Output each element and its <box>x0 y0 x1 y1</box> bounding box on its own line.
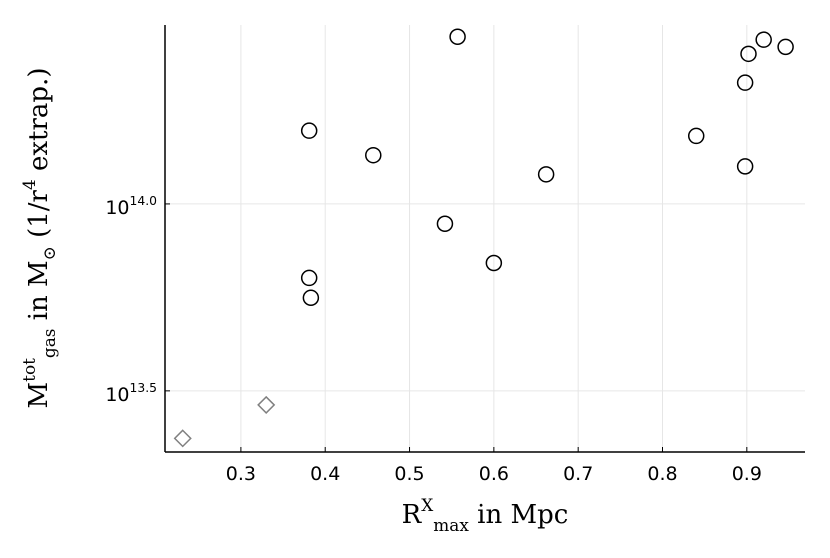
point <box>173 429 192 448</box>
point <box>736 158 754 175</box>
point <box>302 289 320 307</box>
point <box>300 122 318 139</box>
point <box>485 254 503 272</box>
point <box>755 31 772 48</box>
point <box>736 74 754 91</box>
x-tick-label: 0.4 <box>310 463 340 485</box>
point <box>777 38 794 56</box>
point <box>449 28 466 45</box>
x-tick-label: 0.5 <box>394 463 424 485</box>
point <box>300 269 318 287</box>
point <box>436 215 454 233</box>
x-axis-label: RXmax in Mpc <box>402 495 569 535</box>
point <box>365 146 382 164</box>
x-tick-label: 0.9 <box>732 463 762 485</box>
point <box>687 127 705 145</box>
y-tick-label: 1014.0 <box>105 193 157 218</box>
point <box>537 166 555 183</box>
y-axis-label: Mtotgas in M⊙ (1/r4 extrap.) <box>19 68 59 409</box>
point <box>257 395 276 414</box>
x-tick-label: 0.7 <box>563 463 593 485</box>
x-tick-label: 0.3 <box>226 463 256 485</box>
point <box>740 45 757 63</box>
x-tick-label: 0.6 <box>479 463 509 485</box>
x-tick-label: 0.8 <box>647 463 677 485</box>
y-tick-label: 1013.5 <box>105 380 157 405</box>
